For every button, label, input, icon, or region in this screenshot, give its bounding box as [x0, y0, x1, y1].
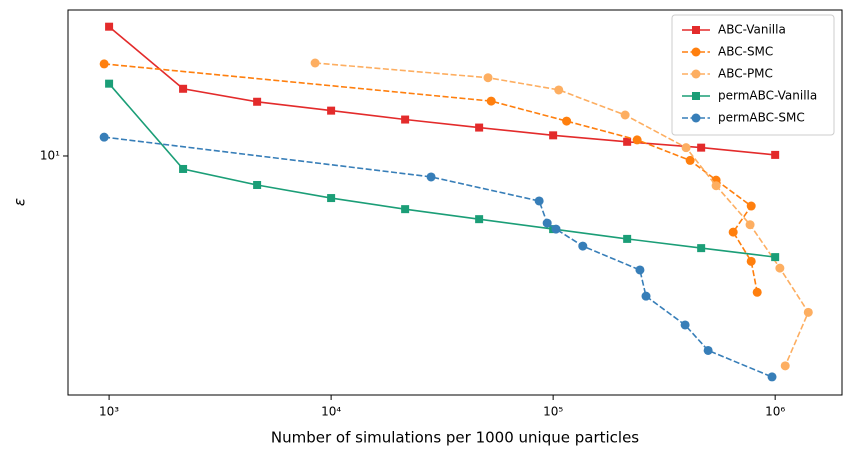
- marker: [728, 227, 738, 237]
- marker: [401, 205, 410, 214]
- marker: [803, 307, 813, 317]
- marker: [99, 59, 109, 69]
- marker: [562, 116, 572, 126]
- marker: [253, 97, 262, 106]
- marker: [752, 287, 762, 297]
- marker: [623, 234, 632, 243]
- legend-label: permABC-SMC: [718, 111, 805, 125]
- x-axis-label: Number of simulations per 1000 unique pa…: [271, 429, 639, 447]
- marker: [327, 194, 336, 203]
- marker: [310, 58, 320, 68]
- legend-marker: [692, 26, 700, 34]
- marker: [697, 244, 706, 253]
- plot-frame: [67, 9, 843, 396]
- marker: [578, 241, 588, 251]
- marker: [486, 96, 496, 106]
- marker: [549, 131, 558, 140]
- marker: [746, 256, 756, 266]
- marker: [99, 132, 109, 142]
- legend-marker: [691, 47, 701, 57]
- legend-box: [671, 14, 835, 136]
- marker: [697, 143, 706, 152]
- marker: [767, 372, 777, 382]
- x-tick-label: 10³: [99, 405, 119, 419]
- marker: [771, 150, 780, 159]
- marker: [554, 85, 564, 95]
- series-line: [315, 62, 810, 367]
- marker: [179, 164, 188, 173]
- x-tick-label: 10⁶: [765, 405, 785, 419]
- x-tick-label: 10⁴: [321, 405, 341, 419]
- series: [310, 58, 813, 371]
- marker: [327, 106, 336, 115]
- marker: [105, 79, 114, 88]
- marker: [551, 224, 561, 234]
- legend-marker: [691, 113, 701, 123]
- marker: [780, 361, 790, 371]
- marker: [635, 265, 645, 275]
- legend-marker: [691, 69, 701, 79]
- x-tick-label: 10⁵: [543, 405, 563, 419]
- marker: [711, 181, 721, 191]
- marker: [681, 143, 691, 153]
- series: [99, 132, 777, 382]
- series-line: [108, 83, 776, 258]
- marker: [483, 73, 493, 83]
- marker: [253, 180, 262, 189]
- series: [105, 22, 780, 159]
- marker: [775, 263, 785, 273]
- marker: [685, 155, 695, 165]
- legend-label: ABC-SMC: [718, 45, 773, 59]
- marker: [771, 253, 780, 262]
- marker: [745, 220, 755, 230]
- series-line: [108, 26, 776, 156]
- legend-label: permABC-Vanilla: [718, 89, 817, 103]
- marker: [475, 215, 484, 224]
- marker: [542, 218, 552, 228]
- marker: [641, 291, 651, 301]
- marker: [620, 110, 630, 120]
- marker: [475, 123, 484, 132]
- y-tick-label: 10¹: [40, 148, 60, 162]
- legend-label: ABC-Vanilla: [718, 23, 786, 37]
- legend-label: ABC-PMC: [718, 67, 773, 81]
- marker: [680, 320, 690, 330]
- marker: [632, 135, 642, 145]
- marker: [401, 115, 410, 124]
- y-axis-label: ε: [11, 198, 29, 206]
- legend-marker: [692, 92, 700, 100]
- marker: [105, 22, 114, 31]
- marker: [746, 201, 756, 211]
- marker: [623, 137, 632, 146]
- marker: [426, 172, 436, 182]
- marker: [534, 196, 544, 206]
- marker: [179, 84, 188, 93]
- marker: [703, 345, 713, 355]
